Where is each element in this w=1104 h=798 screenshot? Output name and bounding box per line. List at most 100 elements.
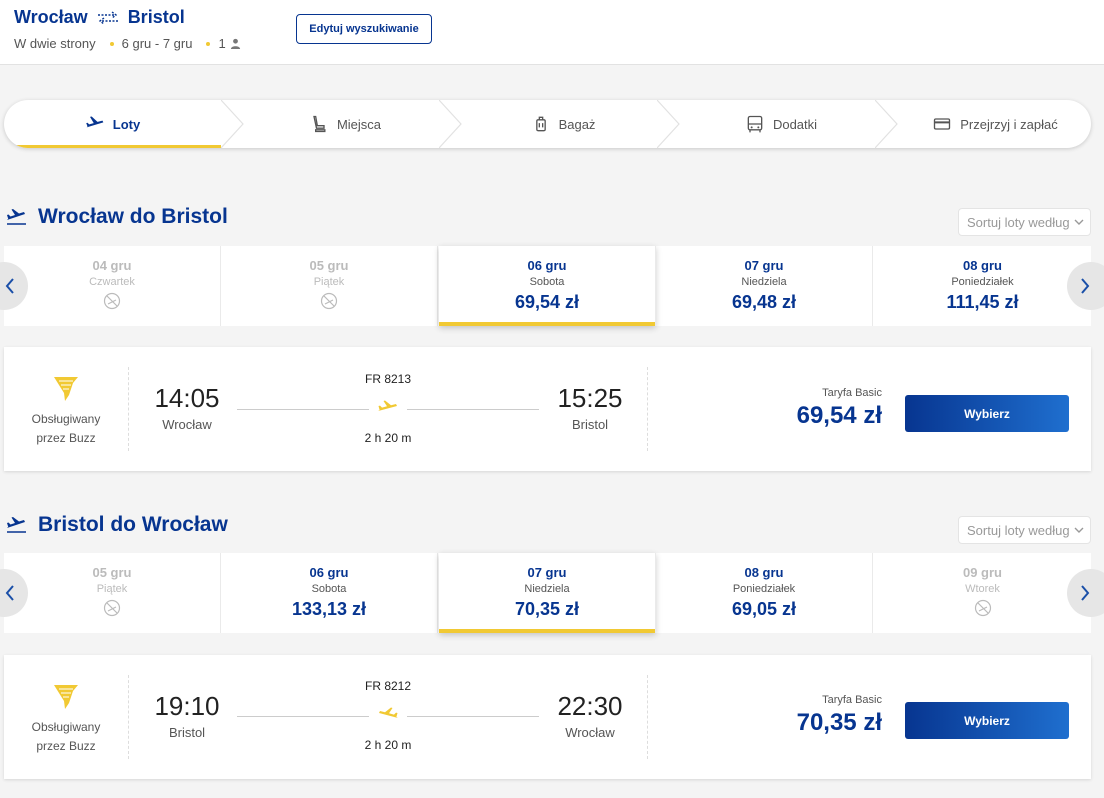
- date-option[interactable]: 08 gru Poniedziałek 69,05 zł: [656, 553, 873, 633]
- weekday-label: Niedziela: [524, 583, 570, 595]
- step-review-pay[interactable]: Przejrzyj i zapłać: [899, 100, 1091, 148]
- weekday-label: Poniedziałek: [732, 583, 796, 595]
- date-label: 06 gru: [309, 565, 349, 580]
- date-price: 69,54 zł: [514, 292, 580, 312]
- operator-line-2: przez Buzz: [36, 739, 96, 753]
- outbound-title: Wrocław do Bristol: [6, 205, 228, 229]
- step-seats[interactable]: Miejsca: [245, 100, 445, 148]
- arrival-city: Bristol: [571, 417, 609, 432]
- plane-icon: [379, 707, 398, 718]
- operator-line-1: Obsługiwany: [31, 720, 101, 734]
- date-label: 06 gru: [527, 258, 567, 273]
- departure-time: 19:10: [154, 691, 220, 721]
- date-option[interactable]: 07 gru Niedziela 69,48 zł: [656, 246, 873, 326]
- arrival-time: 22:30: [557, 691, 623, 721]
- operator-block: Obsługiwany przez Buzz: [4, 655, 128, 779]
- trip-type: W dwie strony: [14, 36, 96, 51]
- weekday-label: Wtorek: [965, 583, 1000, 595]
- date-price: 133,13 zł: [291, 599, 367, 619]
- no-flight-icon: [974, 599, 991, 617]
- step-separator: [657, 100, 680, 148]
- flight-number: FR 8213: [364, 372, 412, 386]
- divider: [647, 367, 648, 451]
- select-flight-button[interactable]: Wybierz: [905, 702, 1069, 739]
- inbound-flight-card[interactable]: Obsługiwany przez Buzz 19:10 Bristol FR …: [4, 655, 1091, 779]
- date-label: 08 gru: [962, 258, 1002, 273]
- step-extras[interactable]: Dodatki: [681, 100, 881, 148]
- date-option: 05 gru Piątek: [4, 553, 221, 633]
- flight-number: FR 8212: [364, 679, 412, 693]
- arrival-time: 15:25: [557, 383, 623, 413]
- step-label: Miejsca: [336, 116, 382, 132]
- date-option-selected[interactable]: 06 gru Sobota 69,54 zł: [439, 246, 656, 326]
- outbound-flight-card[interactable]: Obsługiwany przez Buzz 14:05 Wrocław FR …: [4, 347, 1091, 471]
- carousel-next-button[interactable]: [1067, 262, 1104, 310]
- separator-dot: [206, 41, 211, 46]
- date-label: 08 gru: [744, 565, 784, 580]
- step-luggage[interactable]: Bagaż: [463, 100, 663, 148]
- date-option[interactable]: 08 gru Poniedziałek 111,45 zł: [874, 246, 1091, 326]
- step-separator: [875, 100, 898, 148]
- route-line: [237, 716, 369, 717]
- date-label: 04 gru: [92, 258, 132, 273]
- step-flights[interactable]: Loty: [4, 100, 221, 148]
- date-option[interactable]: 06 gru Sobota 133,13 zł: [221, 553, 438, 633]
- departure-city: Bristol: [168, 725, 206, 740]
- tariff-label: Taryfa Basic: [822, 694, 882, 706]
- route-title: Wrocław Bristol: [14, 7, 185, 28]
- plane-icon: [378, 400, 397, 411]
- tariff-label: Taryfa Basic: [822, 387, 882, 399]
- outbound-sort-select[interactable]: Sortuj loty według: [958, 208, 1091, 236]
- date-price: 70,35 zł: [514, 599, 580, 619]
- edit-search-button[interactable]: Edytuj wyszukiwanie: [296, 14, 432, 44]
- seat-icon: [313, 115, 326, 133]
- route-line: [407, 409, 539, 410]
- step-label: Dodatki: [772, 116, 818, 132]
- date-price: 69,05 zł: [731, 599, 797, 619]
- weekday-label: Sobota: [529, 276, 565, 288]
- step-separator: [221, 100, 244, 148]
- operator-line-1: Obsługiwany: [31, 412, 101, 426]
- departure-plane-icon: [7, 209, 26, 225]
- separator-dot: [109, 41, 114, 46]
- round-trip-icon: [97, 10, 118, 25]
- divider: [128, 367, 129, 451]
- route-line: [237, 409, 369, 410]
- outbound-date-carousel: 04 gru Czwartek 05 gru Piątek 06 gru Sob…: [0, 246, 1104, 326]
- date-label: 05 gru: [309, 258, 349, 273]
- weekday-label: Czwartek: [89, 276, 135, 288]
- trip-summary: W dwie strony 6 gru - 7 gru 1: [14, 36, 241, 51]
- passenger-count: 1: [218, 36, 226, 51]
- flight-duration: 2 h 20 m: [364, 738, 412, 752]
- luggage-icon: [535, 116, 546, 132]
- divider: [647, 675, 648, 759]
- date-label: 07 gru: [744, 258, 784, 273]
- inbound-title-text: Bristol do Wrocław: [38, 513, 228, 536]
- date-option: 09 gru Wtorek: [874, 553, 1091, 633]
- chevron-down-icon: [1074, 219, 1084, 225]
- operator-block: Obsługiwany przez Buzz: [4, 347, 128, 471]
- departure-time: 14:05: [154, 383, 220, 413]
- date-price: 69,48 zł: [731, 292, 797, 312]
- date-price: 111,45 zł: [946, 292, 1019, 312]
- departure-city: Wrocław: [162, 417, 212, 432]
- step-label: Bagaż: [558, 116, 596, 132]
- weekday-label: Piątek: [96, 583, 128, 595]
- flight-duration: 2 h 20 m: [364, 431, 412, 445]
- chevron-left-icon: [5, 585, 14, 601]
- card-icon: [934, 118, 951, 130]
- date-option: 05 gru Piątek: [221, 246, 438, 326]
- arrival-city: Wrocław: [565, 725, 615, 740]
- outbound-title-text: Wrocław do Bristol: [38, 205, 228, 228]
- inbound-sort-select[interactable]: Sortuj loty według: [958, 516, 1091, 544]
- select-flight-button[interactable]: Wybierz: [905, 395, 1069, 432]
- date-label: 05 gru: [92, 565, 132, 580]
- date-option-selected[interactable]: 07 gru Niedziela 70,35 zł: [439, 553, 656, 633]
- weekday-label: Sobota: [311, 583, 347, 595]
- date-label: 09 gru: [962, 565, 1002, 580]
- ryanair-harp-logo-icon: [54, 685, 78, 709]
- carousel-next-button[interactable]: [1067, 569, 1104, 617]
- plane-icon: [86, 116, 104, 128]
- trip-dates: 6 gru - 7 gru: [121, 36, 193, 51]
- date-option: 04 gru Czwartek: [4, 246, 221, 326]
